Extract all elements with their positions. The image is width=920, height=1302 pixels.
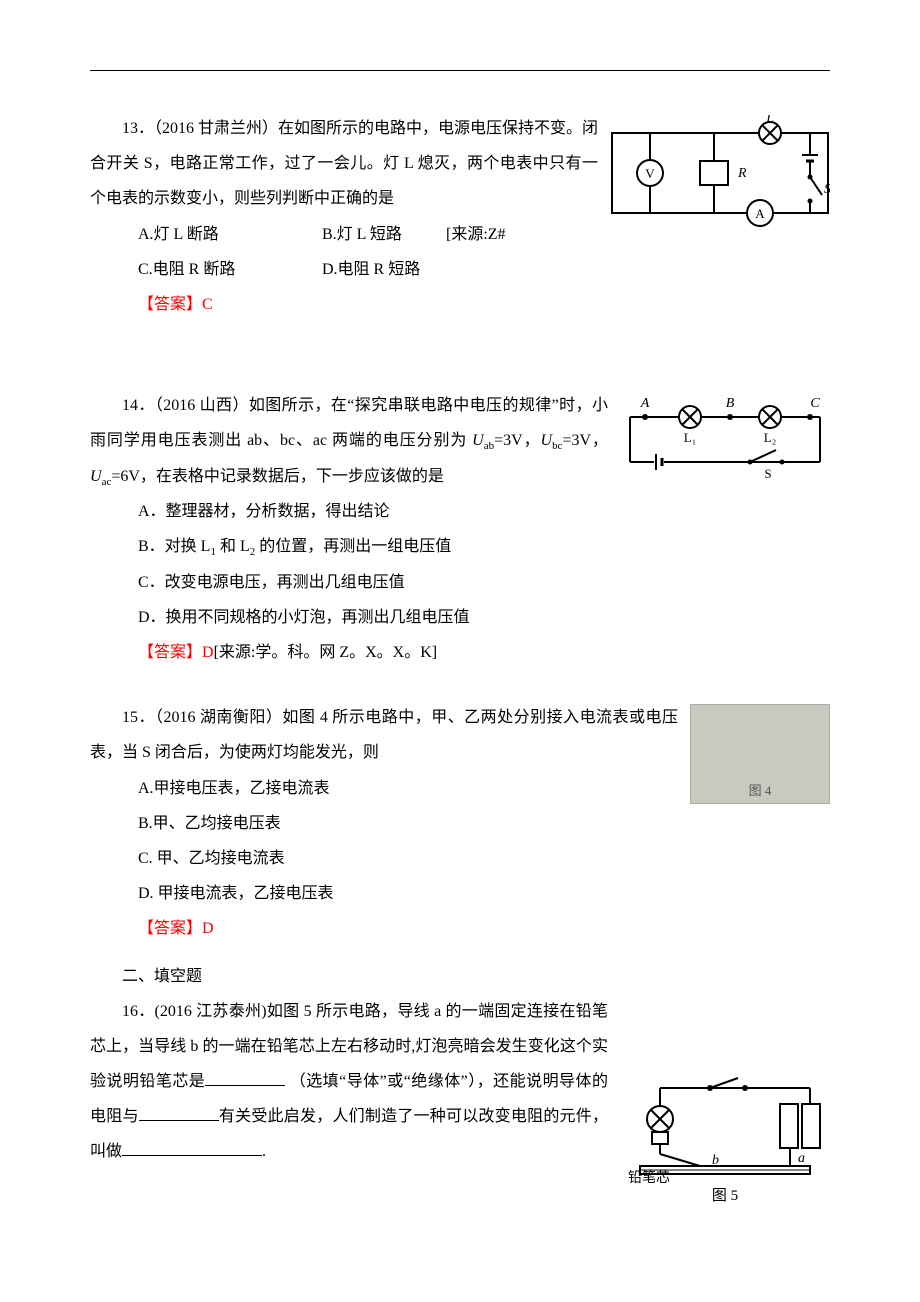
circuit-photo-icon: 图 4 — [690, 704, 830, 804]
svg-text:S: S — [824, 182, 830, 197]
q14-figure: L₁ L₂ A B C — [620, 392, 830, 487]
q13-optD: D.电阻 R 短路 — [322, 261, 420, 278]
q13-optB-source: [来源:Z# — [446, 226, 506, 243]
circuit-diagram-icon: L V R S — [610, 115, 830, 235]
q14-answer: 【答案】D[来源:学。科。网 Z。X。X。K] — [90, 635, 830, 670]
fig4-label: 图 4 — [749, 780, 772, 799]
q13-answer: 【答案】C — [90, 287, 830, 322]
q15-optB: B.甲、乙均接电压表 — [90, 806, 830, 841]
svg-text:L₂: L₂ — [764, 430, 776, 445]
q14-optD: D．换用不同规格的小灯泡，再测出几组电压值 — [90, 600, 830, 635]
section-2-heading: 二、填空题 — [90, 959, 830, 994]
q14-optB-mid: 和 L — [216, 538, 250, 555]
Ubc-eq: =3V， — [562, 432, 608, 449]
q13-optA: A.灯 L 断路 — [138, 217, 318, 252]
svg-text:a: a — [798, 1151, 805, 1166]
question-13: L V R S — [90, 111, 830, 322]
answer-value: D — [202, 920, 214, 937]
Uab-sym: U — [472, 432, 484, 449]
q14-optB: B．对换 L1 和 L2 的位置，再测出一组电压值 — [90, 529, 830, 564]
svg-text:A: A — [640, 396, 650, 411]
top-rule — [90, 70, 830, 71]
svg-text:B: B — [726, 396, 735, 411]
question-16: b a 铅笔芯 图 5 16．(2016 江苏泰州)如图 5 所示电路，导线 a… — [90, 994, 830, 1217]
q14-optB-post: 的位置，再测出一组电压值 — [255, 538, 451, 555]
blank-3 — [122, 1139, 262, 1156]
svg-text:图 5: 图 5 — [712, 1187, 738, 1204]
answer-label: 【答案】 — [138, 920, 202, 937]
q13-optB: B.灯 L 短路 — [322, 217, 442, 252]
q13-figure: L V R S — [610, 115, 830, 240]
series-circuit-icon: L₁ L₂ A B C — [620, 392, 830, 482]
Uac-eq: =6V，在表格中记录数据后，下一步应该做的是 — [111, 468, 444, 485]
answer-value: C — [202, 296, 213, 313]
svg-text:A: A — [755, 206, 765, 221]
q15-figure: 图 4 — [690, 704, 830, 804]
q15-optD: D. 甲接电流表，乙接电压表 — [90, 876, 830, 911]
blank-2 — [139, 1104, 219, 1121]
Uab-sub: ab — [484, 441, 494, 453]
document-page: L V R S — [0, 0, 920, 1277]
q16-stem-d: . — [262, 1143, 266, 1160]
q13-optC: C.电阻 R 断路 — [138, 252, 318, 287]
svg-text:V: V — [645, 166, 655, 181]
svg-text:S: S — [764, 466, 771, 481]
q13-options-row2: C.电阻 R 断路 D.电阻 R 短路 — [90, 252, 830, 287]
q14-optB-pre: B．对换 L — [138, 538, 210, 555]
answer-label: 【答案】 — [138, 644, 202, 661]
answer-label: 【答案】 — [138, 296, 202, 313]
spacer — [90, 352, 830, 388]
answer-value: D — [202, 644, 214, 661]
svg-text:C: C — [810, 396, 820, 411]
svg-text:铅笔芯: 铅笔芯 — [628, 1170, 670, 1186]
svg-text:R: R — [737, 166, 747, 181]
q15-answer: 【答案】D — [90, 911, 830, 946]
blank-1 — [205, 1069, 285, 1086]
svg-text:L₁: L₁ — [684, 430, 696, 445]
q16-figure: b a 铅笔芯 图 5 — [620, 1074, 830, 1209]
q15-optC: C. 甲、乙均接电流表 — [90, 841, 830, 876]
Uab-eq: =3V， — [494, 432, 540, 449]
pencil-circuit-icon: b a 铅笔芯 图 5 — [620, 1074, 830, 1204]
Ubc-sym: U — [541, 432, 553, 449]
answer-source: [来源:学。科。网 Z。X。X。K] — [214, 644, 438, 661]
question-14: L₁ L₂ A B C — [90, 388, 830, 670]
q14-optA: A．整理器材，分析数据，得出结论 — [90, 494, 830, 529]
q14-optC: C．改变电源电压，再测出几组电压值 — [90, 565, 830, 600]
Uac-sub: ac — [102, 476, 112, 488]
svg-text:b: b — [712, 1153, 719, 1168]
Ubc-sub: bc — [552, 441, 562, 453]
Uac-sym: U — [90, 468, 102, 485]
question-15: 图 4 15．（2016 湖南衡阳）如图 4 所示电路中，甲、乙两处分别接入电流… — [90, 700, 830, 946]
svg-text:L: L — [765, 115, 774, 127]
